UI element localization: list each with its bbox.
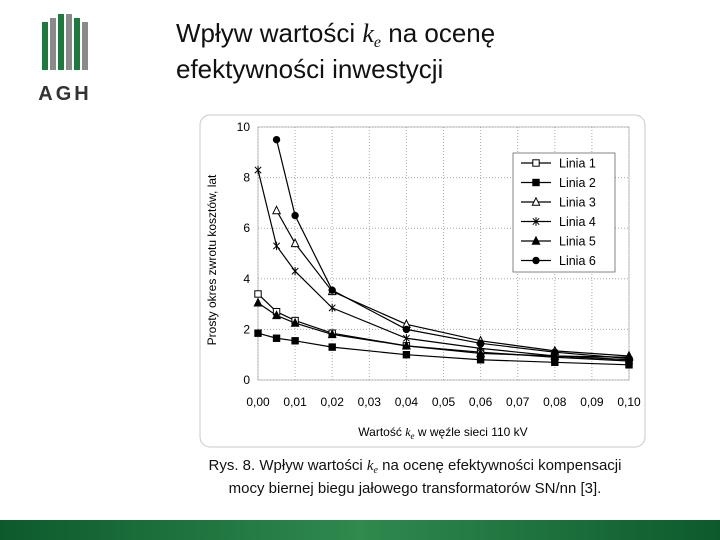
x-tick-label: 0,03 xyxy=(358,395,382,409)
data-point xyxy=(253,297,263,307)
data-point xyxy=(291,337,299,345)
caption-symbol: k xyxy=(367,458,374,474)
data-point xyxy=(254,165,262,175)
data-point xyxy=(272,135,281,144)
x-label-text: w węźle sieci 110 kV xyxy=(415,425,528,439)
legend-label: Linia 5 xyxy=(559,235,596,249)
data-point xyxy=(476,356,485,364)
caption-text: na ocenę efektywności kompensacji xyxy=(378,457,621,474)
footer-band xyxy=(0,520,720,540)
y-tick-label: 4 xyxy=(243,272,250,286)
legend-label: Linia 2 xyxy=(559,176,596,190)
legend-label: Linia 3 xyxy=(559,196,596,210)
y-tick-label: 10 xyxy=(237,120,251,134)
data-point xyxy=(402,351,411,359)
data-point xyxy=(272,241,281,251)
data-point xyxy=(625,354,633,363)
series-line xyxy=(257,169,630,361)
data-point xyxy=(254,290,262,298)
title-subscript: e xyxy=(374,34,381,51)
x-label-subscript: e xyxy=(411,431,415,441)
x-tick-label: 0,06 xyxy=(469,395,493,409)
data-point xyxy=(401,340,411,350)
chart: 0 2 4 6 8 10 0,00 0,01 0,02 0,03 0,04 0,05 0,06 0,07 0… xyxy=(237,120,641,409)
title-line: efektywności inwestycji xyxy=(176,54,443,84)
data-point xyxy=(291,211,299,220)
legend-marker xyxy=(532,217,540,226)
caption-line: mocy biernej biegu jałowego transformato… xyxy=(229,480,602,497)
caption-line: Rys. 8. Wpływ wartości ke na ocenę efekt… xyxy=(209,457,622,476)
x-label-symbol: k xyxy=(405,425,411,439)
legend-label: Linia 6 xyxy=(559,254,596,268)
data-point xyxy=(272,334,281,342)
x-axis-label: Wartość ke w węźle sieci 110 kV xyxy=(358,425,527,441)
data-point xyxy=(290,238,300,248)
plot-border xyxy=(257,126,630,381)
x-label-text: Wartość xyxy=(358,425,405,439)
data-point xyxy=(291,267,299,276)
x-tick-label: 0,00 xyxy=(246,395,270,409)
x-tick-label: 0,02 xyxy=(321,395,345,409)
title-text: Wpływ wartości xyxy=(176,18,362,48)
x-tick-label: 0,07 xyxy=(506,395,530,409)
title-text: na ocenę xyxy=(381,18,495,48)
logo-text: AGH xyxy=(38,83,91,105)
legend-marker xyxy=(532,256,540,265)
data-point xyxy=(476,339,485,348)
logo: AGH xyxy=(38,14,91,105)
x-tick-label: 0,09 xyxy=(580,395,604,409)
caption-text: Rys. 8. Wpływ wartości xyxy=(209,457,367,474)
y-tick-label: 0 xyxy=(243,373,250,387)
data-point xyxy=(328,343,336,351)
data-point xyxy=(551,348,559,356)
y-axis-label: Prosty okres zwrotu kosztów, lat xyxy=(205,174,219,345)
data-point xyxy=(327,329,337,339)
data-point xyxy=(402,325,411,334)
y-tick-label: 2 xyxy=(243,322,250,336)
y-tick-label: 6 xyxy=(243,221,250,235)
y-tick-label: 8 xyxy=(243,171,250,185)
title-line: Wpływ wartości ke na ocenę xyxy=(176,18,495,51)
data-point xyxy=(254,329,262,337)
legend-marker xyxy=(531,196,541,206)
caption-subscript: e xyxy=(374,465,379,476)
data-point xyxy=(328,286,336,294)
legend-marker xyxy=(531,235,541,245)
legend-box xyxy=(512,152,616,273)
x-tick-label: 0,10 xyxy=(617,395,641,409)
data-point xyxy=(272,310,282,320)
legend-label: Linia 1 xyxy=(559,157,596,171)
x-tick-label: 0,01 xyxy=(283,395,307,409)
data-point xyxy=(290,317,300,327)
data-point xyxy=(328,303,336,313)
x-tick-label: 0,05 xyxy=(432,395,456,409)
legend-marker xyxy=(532,159,540,167)
data-point xyxy=(476,348,486,358)
legend-marker xyxy=(532,178,540,187)
x-tick-label: 0,04 xyxy=(395,395,419,409)
title-symbol: k xyxy=(362,19,374,48)
legend-label: Linia 4 xyxy=(559,215,596,229)
data-point xyxy=(272,205,282,215)
x-tick-label: 0,08 xyxy=(543,395,567,409)
